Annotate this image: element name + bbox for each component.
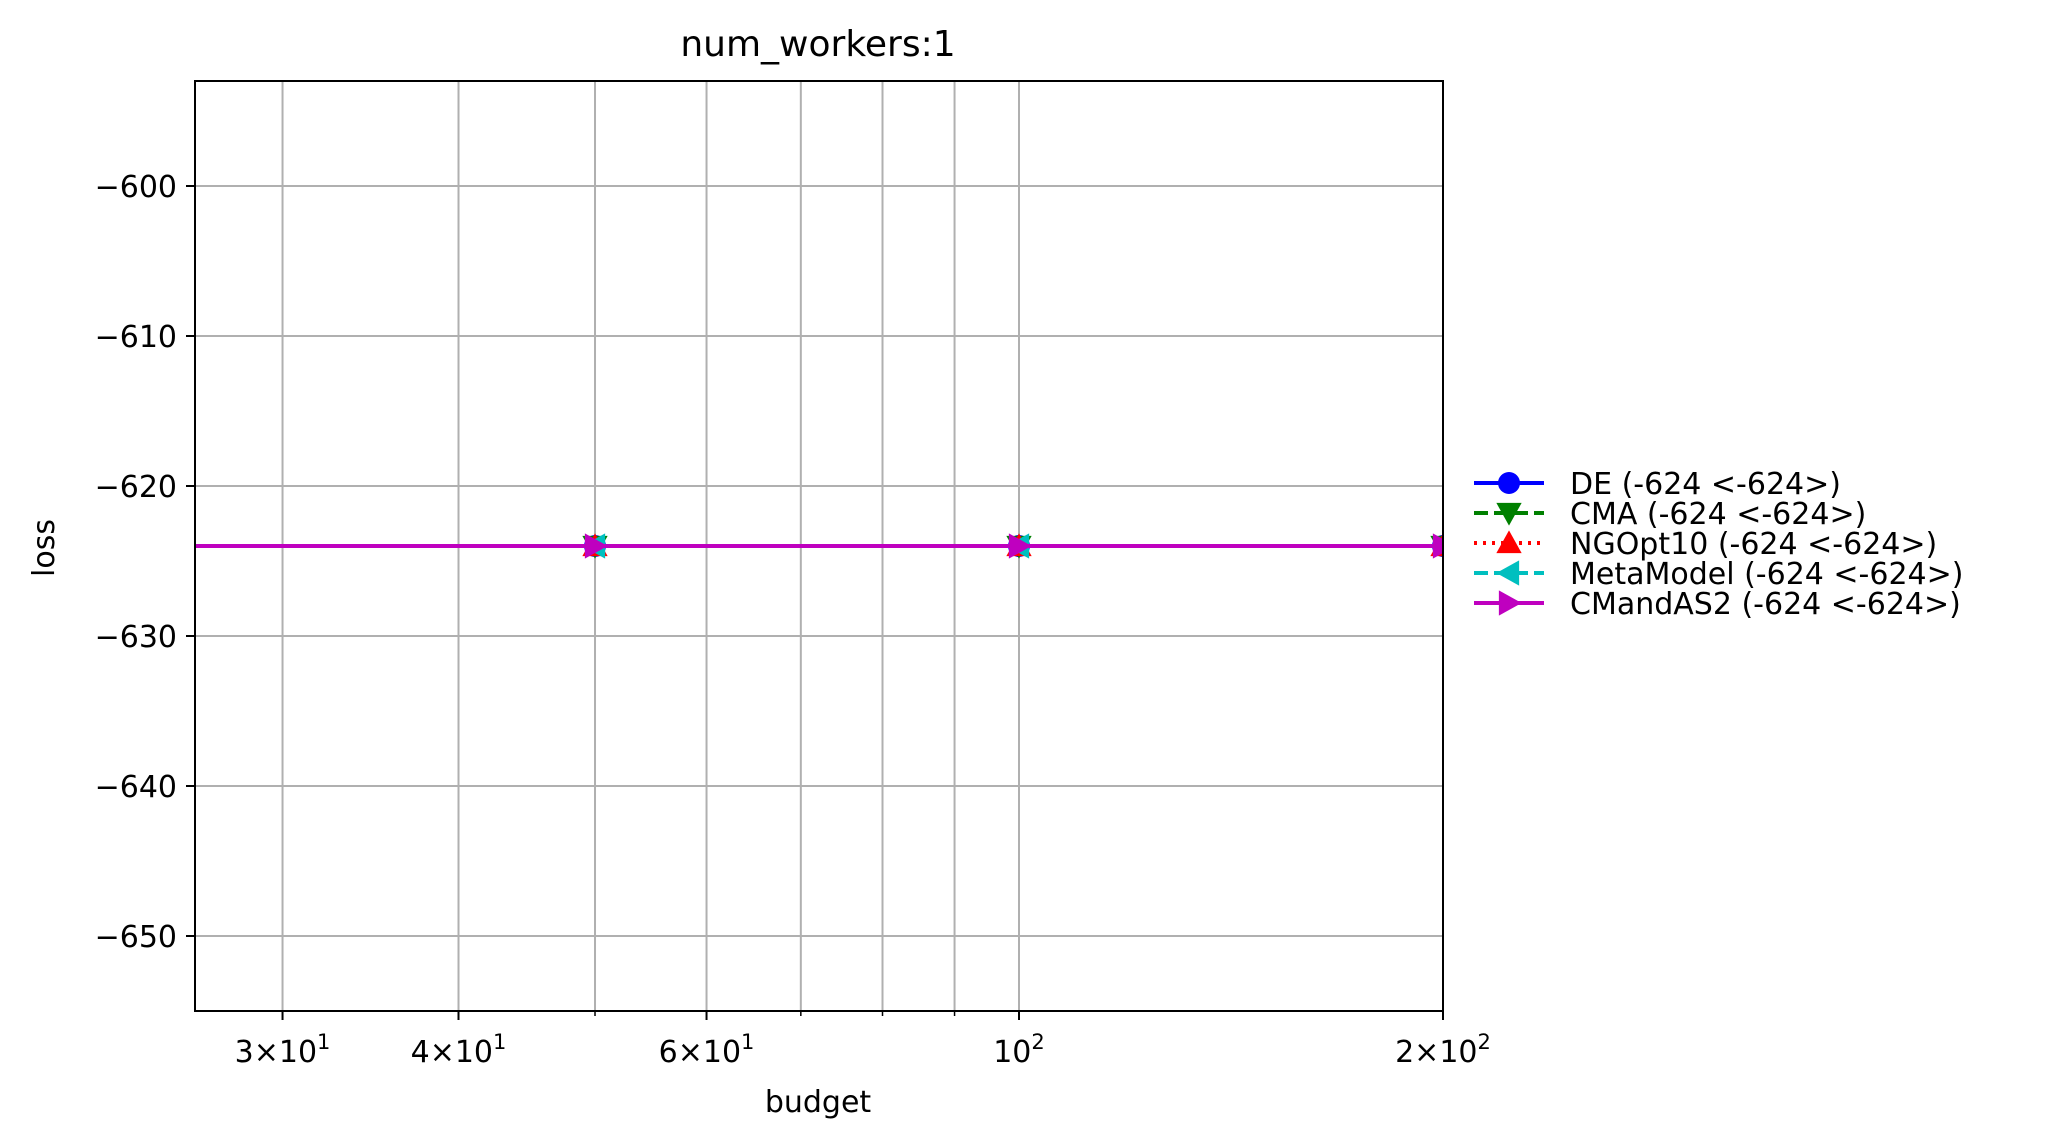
y-tick-label: −630 — [95, 620, 177, 655]
legend-item: DE (-624 <-624>) — [1474, 467, 1841, 502]
x-tick-label: 2×102 — [1395, 1030, 1491, 1070]
legend-marker — [1498, 472, 1520, 494]
chart-title: num_workers:1 — [680, 24, 955, 65]
y-axis: −600 −610 −620 −630 −640 −650 — [95, 170, 195, 955]
legend-marker — [1496, 502, 1522, 526]
legend-marker — [1496, 560, 1520, 586]
x-tick-label: 3×101 — [235, 1030, 331, 1070]
legend-item: NGOpt10 (-624 <-624>) — [1474, 527, 1937, 562]
legend-label: MetaModel (-624 <-624>) — [1570, 557, 1964, 592]
legend-label: CMandAS2 (-624 <-624>) — [1570, 587, 1961, 622]
x-axis-label: budget — [765, 1085, 872, 1120]
x-tick-label: 4×101 — [411, 1030, 507, 1070]
y-axis-label: loss — [27, 519, 62, 577]
series-layer — [195, 533, 1443, 559]
y-tick-label: −640 — [95, 770, 177, 805]
data-point — [1432, 533, 1443, 559]
y-tick-label: −620 — [95, 470, 177, 505]
legend-label: NGOpt10 (-624 <-624>) — [1570, 527, 1937, 562]
legend: DE (-624 <-624>)CMA (-624 <-624>)NGOpt10… — [1474, 467, 1964, 622]
x-tick-label: 6×101 — [659, 1030, 755, 1070]
y-tick-label: −650 — [95, 920, 177, 955]
plot-frame — [194, 80, 1444, 1012]
legend-label: CMA (-624 <-624>) — [1570, 497, 1866, 532]
legend-marker — [1498, 590, 1522, 616]
x-axis: 3×101 4×101 6×101 102 2×102 — [235, 1011, 1491, 1070]
legend-item: CMandAS2 (-624 <-624>) — [1474, 587, 1961, 622]
data-point — [1008, 533, 1032, 559]
series-4 — [195, 533, 1443, 559]
legend-item: CMA (-624 <-624>) — [1474, 497, 1866, 532]
x-tick-label: 102 — [993, 1030, 1045, 1070]
y-tick-label: −600 — [95, 170, 177, 205]
y-tick-label: −610 — [95, 320, 177, 355]
legend-label: DE (-624 <-624>) — [1570, 467, 1841, 502]
legend-marker — [1496, 530, 1522, 554]
data-point — [584, 533, 608, 559]
legend-item: MetaModel (-624 <-624>) — [1474, 557, 1964, 592]
grid — [195, 81, 1444, 1011]
